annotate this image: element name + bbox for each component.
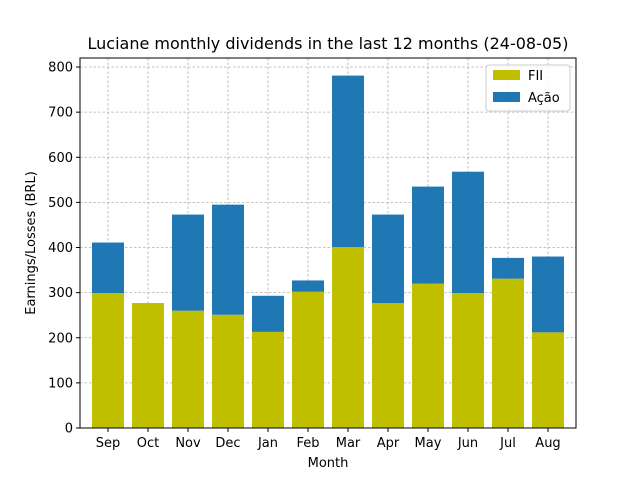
y-tick-label: 100 [48,376,73,391]
bar-acao-jun [452,171,484,294]
legend-label-fii: FII [528,69,543,84]
x-tick-label: Feb [296,436,319,451]
bar-fii-jan [252,331,284,428]
x-axis-ticks: Sep Oct Nov Dec Jan Feb Mar Apr May Jun Jul Aug [96,428,561,451]
y-tick-label: 500 [48,196,73,211]
bar-fii-mar [332,247,364,428]
plot-frame [79,57,577,429]
bar-fii-feb [292,291,324,428]
bar-acao-mar [332,75,364,248]
y-tick-label: 800 [48,61,73,76]
x-tick-label: Jun [457,436,478,451]
x-tick-label: Jan [257,436,278,451]
y-tick-label: 0 [65,422,73,437]
x-tick-label: May [415,436,442,451]
legend-swatch-acao [493,92,520,102]
bar-acao-feb [292,280,324,292]
y-tick-label: 300 [48,286,73,301]
bar-fii-dec [212,314,244,428]
x-tick-label: Oct [137,436,159,451]
x-axis-label: Month [308,456,349,471]
y-tick-label: 200 [48,331,73,346]
bar-fii-apr [372,303,404,428]
x-tick-label: Jul [499,436,516,451]
x-tick-label: Nov [175,436,201,451]
legend-swatch-fii [493,70,520,80]
x-tick-label: Aug [535,436,560,451]
x-tick-label: Mar [336,436,361,451]
bar-fii-sep [92,293,124,428]
bar-fii-oct [132,303,164,428]
x-tick-label: Apr [377,436,400,451]
bar-acao-aug [532,256,564,333]
bar-acao-jul [492,257,524,279]
y-tick-label: 700 [48,106,73,121]
bar-acao-nov [172,214,204,311]
y-tick-label: 600 [48,151,73,166]
legend: FII Ação [485,64,571,112]
bar-acao-jan [252,295,284,332]
bars [92,75,564,428]
x-tick-label: Sep [96,436,121,451]
legend-label-acao: Ação [528,91,560,106]
bar-acao-may [412,186,444,284]
y-axis-label: Earnings/Losses (BRL) [24,171,39,315]
bar-acao-sep [92,242,124,294]
bar-acao-dec [212,204,244,315]
bar-fii-jun [452,293,484,428]
bar-fii-nov [172,310,204,428]
bar-acao-apr [372,214,404,304]
bar-fii-jul [492,278,524,428]
bar-fii-may [412,283,444,428]
chart-title: Luciane monthly dividends in the last 12… [88,34,569,53]
y-tick-label: 400 [48,241,73,256]
bar-fii-aug [532,332,564,428]
x-tick-label: Dec [215,436,240,451]
y-axis-ticks: 0 100 200 300 400 500 600 700 800 [48,61,80,437]
